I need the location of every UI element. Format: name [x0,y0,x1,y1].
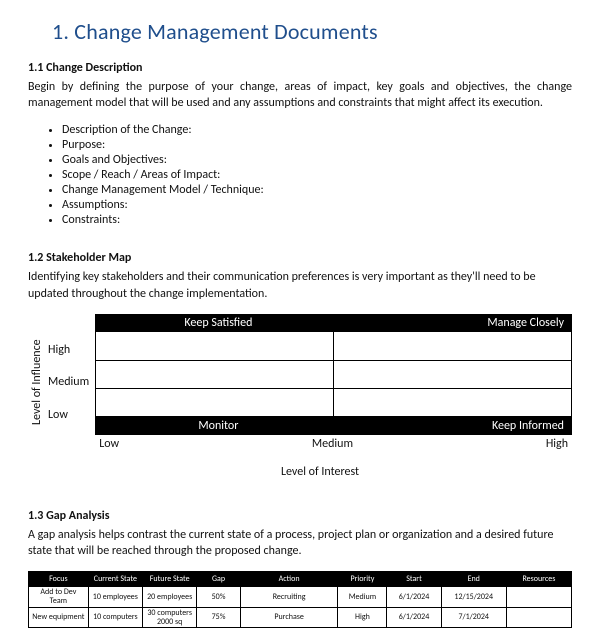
cell: 20 employees [143,587,197,608]
list-item: Scope / Reach / Areas of Impact: [62,168,572,182]
cell: 10 employees [88,587,142,608]
col-header: Action [240,572,338,587]
x-tick: High [546,437,568,451]
cell: Recruiting [240,587,338,608]
list-item: Change Management Model / Technique: [62,183,572,197]
page-title: 1. Change Management Documents [52,18,572,45]
section-1-heading: 1.1 Change Description [28,61,572,75]
section-2-intro: Identifying key stakeholders and their c… [28,269,572,301]
stakeholder-map: Level of Influence High Medium Low Keep … [28,314,572,451]
col-header: Gap [197,572,240,587]
col-header: Focus [29,572,89,587]
x-tick: Low [99,437,119,451]
quadrant-label: Keep Satisfied [95,314,333,332]
y-tick: Low [48,398,89,430]
stakeholder-grid [95,332,572,417]
y-tick: High [48,334,89,366]
col-header: Start [387,572,441,587]
list-item: Constraints: [62,213,572,227]
change-description-list: Description of the Change: Purpose: Goal… [62,123,572,227]
section-3-intro: A gap analysis helps contrast the curren… [28,527,572,559]
cell: 7/1/2024 [441,607,506,628]
y-axis-label: Level of Influence [28,314,44,451]
col-header: End [441,572,506,587]
quadrant-label: Manage Closely [334,314,572,332]
section-3-heading: 1.3 Gap Analysis [28,509,572,523]
list-item: Goals and Objectives: [62,153,572,167]
col-header: Future State [143,572,197,587]
section-1-intro: Begin by defining the purpose of your ch… [28,79,572,111]
table-row: Add to Dev Team 10 employees 20 employee… [29,587,572,608]
col-header: Priority [338,572,387,587]
y-tick: Medium [48,366,89,398]
list-item: Assumptions: [62,198,572,212]
cell: 10 computers [88,607,142,628]
list-item: Purpose: [62,138,572,152]
cell [506,607,571,628]
cell: 12/15/2024 [441,587,506,608]
col-header: Current State [88,572,142,587]
x-axis-ticks: Low Medium High [95,435,572,451]
table-row: New equipment 10 computers 30 computers … [29,607,572,628]
col-header: Resources [506,572,571,587]
x-axis-label: Level of Interest [68,465,572,479]
cell: 50% [197,587,240,608]
gap-analysis-table: Focus Current State Future State Gap Act… [28,571,572,628]
cell: 75% [197,607,240,628]
quadrant-top-row: Keep Satisfied Manage Closely [95,314,572,332]
quadrant-label: Monitor [95,417,333,435]
list-item: Description of the Change: [62,123,572,137]
y-axis-ticks: High Medium Low [44,314,95,451]
x-tick: Medium [312,437,353,451]
quadrant-bottom-row: Monitor Keep Informed [95,417,572,435]
quadrant-label: Keep Informed [334,417,572,435]
cell: New equipment [29,607,89,628]
cell: 30 computers 2000 sq [143,607,197,628]
cell: Add to Dev Team [29,587,89,608]
cell: 6/1/2024 [387,587,441,608]
cell: High [338,607,387,628]
cell: Medium [338,587,387,608]
cell: 6/1/2024 [387,607,441,628]
section-2-heading: 1.2 Stakeholder Map [28,251,572,265]
table-header-row: Focus Current State Future State Gap Act… [29,572,572,587]
cell: Purchase [240,607,338,628]
cell [506,587,571,608]
